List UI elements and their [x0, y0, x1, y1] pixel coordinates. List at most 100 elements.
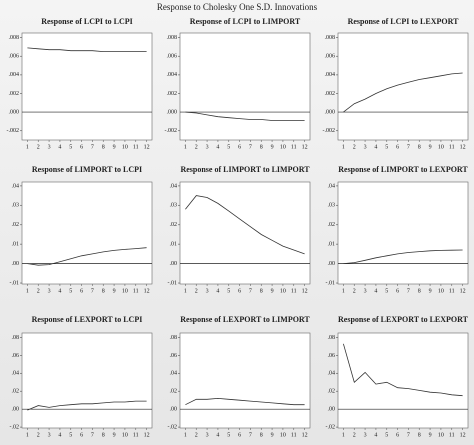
- main-title: Response to Cholesky One S.D. Innovation…: [157, 2, 318, 12]
- x-tick-label: 1: [184, 144, 187, 150]
- series-line: [185, 111, 305, 121]
- x-tick-label: 12: [302, 144, 308, 150]
- y-tick-label: -.002: [165, 128, 178, 134]
- x-tick-label: 8: [102, 144, 105, 150]
- x-tick-label: 8: [260, 288, 263, 294]
- x-tick-label: 10: [280, 288, 286, 294]
- y-tick-label: .006: [167, 54, 178, 60]
- x-tick-label: 6: [238, 144, 241, 150]
- y-tick-label: .00: [12, 261, 20, 267]
- x-tick-label: 1: [342, 144, 345, 150]
- x-tick-label: 7: [91, 288, 94, 294]
- x-tick-label: 8: [418, 432, 421, 438]
- y-tick-label: .04: [12, 371, 20, 377]
- y-tick-label: .02: [170, 389, 178, 395]
- x-tick-label: 8: [260, 144, 263, 150]
- x-tick-label: 9: [429, 432, 432, 438]
- plot-frame: [337, 181, 469, 285]
- x-tick-label: 1: [26, 144, 29, 150]
- x-tick-label: 11: [291, 432, 297, 438]
- y-tick-label: .002: [325, 91, 336, 97]
- y-tick-label: .02: [328, 389, 336, 395]
- x-tick-label: 12: [144, 144, 150, 150]
- x-tick-label: 9: [113, 432, 116, 438]
- x-tick-label: 2: [37, 288, 40, 294]
- y-tick-label: .02: [170, 222, 178, 228]
- x-tick-label: 10: [280, 432, 286, 438]
- x-tick-label: 11: [133, 144, 139, 150]
- y-tick-label: .04: [328, 371, 336, 377]
- x-tick-label: 7: [249, 288, 252, 294]
- y-tick-label: .01: [170, 242, 178, 248]
- y-tick-label: .02: [12, 389, 20, 395]
- x-tick-label: 12: [460, 288, 466, 294]
- x-tick-label: 10: [438, 432, 444, 438]
- x-tick-label: 1: [184, 288, 187, 294]
- y-tick-label: .006: [9, 54, 20, 60]
- plot-frame: [21, 332, 153, 429]
- x-tick-label: 5: [385, 144, 388, 150]
- series-line: [343, 249, 463, 264]
- x-tick-label: 11: [133, 432, 139, 438]
- x-tick-label: 8: [102, 288, 105, 294]
- y-tick-label: .002: [9, 91, 20, 97]
- x-tick-label: 4: [374, 432, 377, 438]
- y-tick-label: .00: [170, 261, 178, 267]
- x-tick-label: 5: [227, 288, 230, 294]
- x-tick-label: 5: [385, 288, 388, 294]
- y-tick-label: .01: [12, 242, 20, 248]
- x-tick-label: 3: [206, 432, 209, 438]
- series-line: [343, 343, 463, 397]
- x-tick-label: 8: [102, 432, 105, 438]
- y-tick-label: -.02: [168, 424, 178, 430]
- x-tick-label: 12: [302, 432, 308, 438]
- y-tick-label: .008: [9, 35, 20, 41]
- x-tick-label: 3: [364, 288, 367, 294]
- x-tick-label: 4: [216, 288, 219, 294]
- y-tick-label: -.02: [10, 424, 20, 430]
- x-tick-label: 8: [260, 432, 263, 438]
- panel-title: Response of LIMPORT to LCPI: [32, 165, 142, 174]
- x-tick-label: 3: [206, 288, 209, 294]
- x-tick-label: 4: [58, 432, 61, 438]
- plot-frame: [179, 181, 311, 285]
- y-tick-label: .00: [328, 261, 336, 267]
- panel-title: Response of LCPI to LEXPORT: [348, 17, 460, 26]
- x-tick-label: 2: [353, 432, 356, 438]
- panel-title: Response of LIMPORT to LEXPORT: [338, 165, 468, 174]
- y-tick-label: .03: [328, 203, 336, 209]
- y-tick-label: .01: [328, 242, 336, 248]
- x-tick-label: 8: [418, 288, 421, 294]
- x-tick-label: 5: [227, 144, 230, 150]
- x-tick-label: 3: [48, 432, 51, 438]
- y-tick-label: .04: [12, 183, 20, 189]
- x-tick-label: 7: [407, 144, 410, 150]
- x-tick-label: 5: [69, 288, 72, 294]
- x-tick-label: 4: [58, 288, 61, 294]
- series-line: [27, 400, 147, 411]
- y-tick-label: .03: [12, 203, 20, 209]
- y-tick-label: .00: [328, 407, 336, 413]
- plot-frame: [179, 332, 311, 429]
- y-tick-label: -.02: [326, 424, 336, 430]
- y-tick-label: .004: [325, 72, 336, 78]
- x-tick-label: 2: [353, 144, 356, 150]
- x-tick-label: 6: [396, 144, 399, 150]
- series-line: [27, 47, 147, 52]
- x-tick-label: 9: [271, 432, 274, 438]
- plot-frame: [337, 332, 469, 429]
- panel-title: Response of LEXPORT to LEXPORT: [338, 315, 469, 324]
- x-tick-label: 7: [407, 432, 410, 438]
- panel-title: Response of LCPI to LIMPORT: [190, 17, 301, 26]
- x-tick-label: 10: [122, 432, 128, 438]
- y-tick-label: .000: [325, 109, 336, 115]
- x-tick-label: 11: [449, 288, 455, 294]
- panel-title: Response of LIMPORT to LIMPORT: [180, 165, 310, 174]
- y-tick-label: .06: [12, 353, 20, 359]
- series-line: [343, 72, 463, 113]
- panel-title: Response of LEXPORT to LIMPORT: [180, 315, 310, 324]
- x-tick-label: 1: [184, 432, 187, 438]
- x-tick-label: 12: [460, 144, 466, 150]
- y-tick-label: -.01: [10, 280, 20, 286]
- x-tick-label: 9: [429, 288, 432, 294]
